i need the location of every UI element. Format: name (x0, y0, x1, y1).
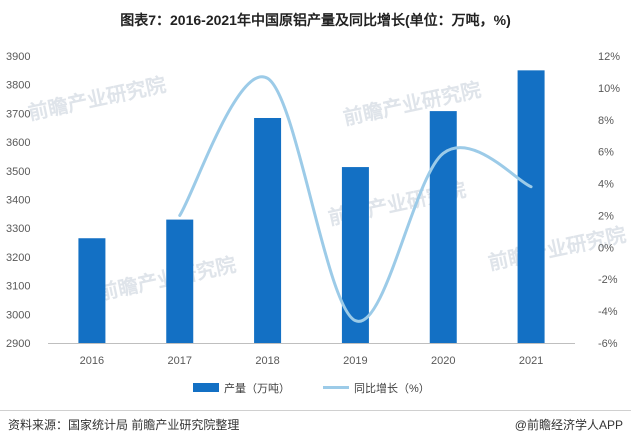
watermark-text: 前瞻产业研究院 (26, 72, 168, 125)
y-left-tick: 3800 (6, 80, 30, 92)
bar-2018 (254, 117, 282, 343)
watermark-text: 前瞻产业研究院 (341, 77, 483, 130)
x-tick-2017: 2017 (168, 355, 192, 367)
y-right-tick: 10% (598, 83, 620, 95)
legend-line-label: 同比增长（%） (354, 381, 430, 395)
bar-2020 (429, 111, 457, 343)
right-axis-ticks: -6% -4% -2% 0% 2% 4% 6% 8% 10% 12% (598, 51, 620, 350)
y-left-tick: 3700 (6, 108, 30, 120)
legend: 产量（万吨） 同比增长（%） (193, 381, 430, 395)
growth-line (178, 75, 533, 323)
x-tick-2018: 2018 (255, 355, 279, 367)
y-right-tick: -2% (598, 274, 618, 286)
y-left-tick: 3500 (6, 166, 30, 178)
x-tick-2020: 2020 (431, 355, 455, 367)
legend-bar-swatch (193, 383, 219, 392)
y-left-tick: 2900 (6, 338, 30, 350)
left-axis-ticks: 2900 3000 3100 3200 3300 3400 3500 3600 3700 3800… (6, 51, 30, 350)
legend-bar-label: 产量（万吨） (224, 381, 290, 395)
x-tick-2021: 2021 (519, 355, 543, 367)
line-series (178, 75, 533, 323)
bar-2017 (166, 219, 194, 343)
y-left-tick: 3200 (6, 252, 30, 264)
y-left-tick: 3300 (6, 223, 30, 235)
y-left-tick: 3400 (6, 195, 30, 207)
footer-divider (0, 410, 631, 411)
y-right-tick: 2% (598, 210, 614, 222)
y-left-tick: 3100 (6, 281, 30, 293)
x-tick-2016: 2016 (80, 355, 104, 367)
x-tick-2019: 2019 (343, 355, 367, 367)
y-right-tick: 0% (598, 242, 614, 254)
chart-title: 图表7：2016-2021年中国原铝产量及同比增长(单位：万吨，%) (120, 12, 511, 28)
y-right-tick: 12% (598, 51, 620, 63)
bar-2021 (517, 70, 545, 343)
bar-2019 (341, 167, 369, 343)
chart-svg: 前瞻产业研究院前瞻产业研究院前瞻产业研究院前瞻产业研究院前瞻产业研究院 2900… (6, 51, 628, 395)
y-right-tick: -4% (598, 306, 618, 318)
x-axis: 2016 2017 2018 2019 2020 2021 (48, 343, 575, 367)
y-right-tick: 8% (598, 115, 614, 127)
bar-series (78, 70, 545, 343)
source-note: 资料来源：国家统计局 前瞻产业研究院整理 (8, 418, 240, 432)
y-right-tick: 4% (598, 179, 614, 191)
y-left-tick: 3000 (6, 309, 30, 321)
y-left-tick: 3900 (6, 51, 30, 63)
brand-credit: @前瞻经济学人APP (514, 418, 623, 432)
y-right-tick: -6% (598, 338, 618, 350)
y-right-tick: 6% (598, 147, 614, 159)
y-left-tick: 3600 (6, 137, 30, 149)
bar-2016 (78, 238, 106, 343)
